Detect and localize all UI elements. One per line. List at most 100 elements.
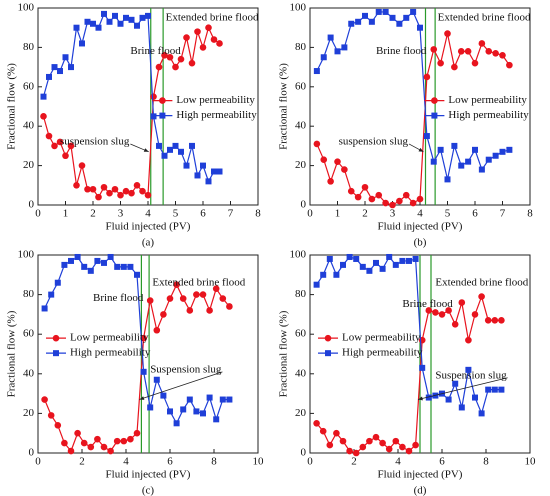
marker xyxy=(402,191,410,199)
marker xyxy=(216,40,223,47)
marker xyxy=(389,201,396,209)
marker xyxy=(199,291,207,298)
y-tick-label: 100 xyxy=(18,249,35,261)
marker xyxy=(155,63,163,71)
y-tick-label: 0 xyxy=(301,447,307,459)
y-tick-label: 60 xyxy=(23,328,35,340)
marker xyxy=(186,307,194,314)
marker xyxy=(57,68,63,75)
marker xyxy=(133,429,141,437)
marker xyxy=(379,439,386,447)
marker xyxy=(219,295,227,302)
legend-marker xyxy=(159,97,166,104)
marker xyxy=(392,437,400,445)
legend-marker xyxy=(325,350,331,357)
marker xyxy=(189,142,195,149)
marker xyxy=(506,61,513,69)
panel-label: (c) xyxy=(142,485,155,496)
marker xyxy=(471,311,479,318)
marker xyxy=(61,261,68,268)
x-tick-label: 3 xyxy=(118,208,124,220)
marker xyxy=(160,311,167,318)
marker xyxy=(326,255,333,262)
marker xyxy=(313,140,321,148)
marker xyxy=(67,142,75,150)
marker xyxy=(444,176,451,183)
x-tick-label: 5 xyxy=(445,208,451,220)
marker xyxy=(485,386,492,393)
plot-frame xyxy=(37,254,259,454)
marker xyxy=(122,187,130,195)
marker xyxy=(67,447,75,455)
arrow-head xyxy=(418,147,424,152)
marker xyxy=(341,44,348,51)
marker xyxy=(484,317,492,324)
marker xyxy=(491,386,498,393)
x-tick-label: 10 xyxy=(253,456,265,468)
marker xyxy=(153,326,161,334)
marker xyxy=(79,40,85,47)
marker xyxy=(62,54,69,61)
marker xyxy=(313,68,320,75)
marker xyxy=(140,368,147,375)
y-tick-label: 0 xyxy=(29,199,35,211)
marker xyxy=(361,183,369,191)
marker xyxy=(100,183,108,191)
marker xyxy=(492,50,499,57)
y-tick-label: 40 xyxy=(295,367,307,379)
marker xyxy=(84,185,91,193)
marker xyxy=(134,271,140,278)
marker xyxy=(199,44,207,51)
marker xyxy=(430,46,438,53)
annotation-arrow xyxy=(139,371,223,400)
marker xyxy=(451,321,459,328)
x-tick-label: 0 xyxy=(35,208,41,220)
marker xyxy=(416,195,424,203)
marker xyxy=(73,182,80,189)
marker xyxy=(178,148,184,155)
marker xyxy=(472,146,478,153)
marker xyxy=(146,297,154,304)
legend-marker xyxy=(431,97,438,104)
marker xyxy=(366,267,373,274)
marker xyxy=(485,156,492,163)
marker xyxy=(458,404,465,411)
x-tick-label: 0 xyxy=(307,456,313,468)
marker xyxy=(183,34,190,41)
annotation: Brine flood xyxy=(130,45,181,57)
marker xyxy=(375,191,383,199)
x-tick-label: 4 xyxy=(417,208,423,220)
marker xyxy=(51,142,58,150)
legend-label: High permeability xyxy=(176,109,257,121)
annotation: Brine flood xyxy=(93,292,144,304)
marker xyxy=(107,447,114,455)
marker xyxy=(200,162,206,169)
marker xyxy=(147,404,154,411)
annotation: Extended brine flood xyxy=(152,276,245,288)
marker xyxy=(46,73,52,80)
marker xyxy=(210,36,218,43)
marker xyxy=(498,386,505,393)
y-tick-label: 20 xyxy=(295,159,307,171)
x-tick-label: 4 xyxy=(123,456,129,468)
marker xyxy=(74,429,81,437)
marker xyxy=(405,447,413,455)
annotation: Extended brine flood xyxy=(166,11,259,23)
y-axis-title: Fractional flow (%) xyxy=(6,310,18,397)
marker xyxy=(80,439,88,447)
marker xyxy=(41,396,48,403)
arrow-head xyxy=(139,396,145,400)
marker xyxy=(205,178,212,185)
x-tick-label: 6 xyxy=(167,456,173,468)
marker xyxy=(352,449,360,457)
marker xyxy=(382,8,389,15)
legend-label: High permeability xyxy=(342,347,423,359)
marker xyxy=(193,291,200,298)
marker xyxy=(211,168,217,175)
marker xyxy=(177,55,185,63)
marker xyxy=(133,182,141,189)
y-axis-title: Fractional flow (%) xyxy=(6,63,18,150)
legend-marker xyxy=(324,334,332,342)
